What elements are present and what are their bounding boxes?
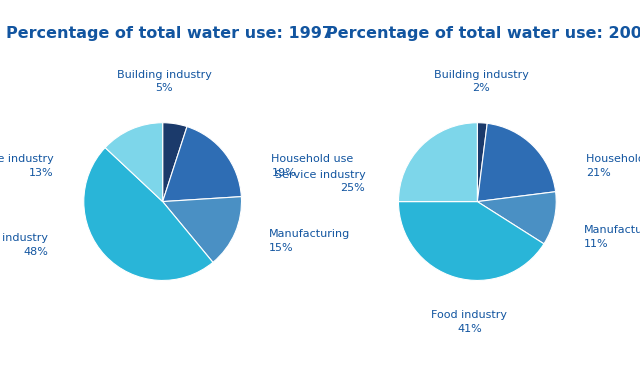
Text: Food industry
48%: Food industry 48% (0, 234, 48, 257)
Wedge shape (477, 123, 487, 202)
Text: Manufacturing
11%: Manufacturing 11% (584, 225, 640, 249)
Text: Manufacturing
15%: Manufacturing 15% (269, 229, 350, 253)
Text: Household use
19%: Household use 19% (271, 154, 354, 178)
Wedge shape (399, 202, 544, 280)
Text: Percentage of total water use: 2007: Percentage of total water use: 2007 (326, 26, 640, 41)
Text: Service industry
25%: Service industry 25% (275, 170, 365, 194)
Wedge shape (163, 123, 187, 202)
Wedge shape (477, 123, 556, 202)
Text: Percentage of total water use: 1997: Percentage of total water use: 1997 (6, 26, 333, 41)
Text: Food industry
41%: Food industry 41% (431, 310, 508, 334)
Text: Service industry
13%: Service industry 13% (0, 154, 54, 178)
Wedge shape (163, 127, 241, 202)
Wedge shape (477, 192, 556, 244)
Wedge shape (163, 197, 241, 262)
Wedge shape (399, 123, 477, 202)
Text: Household use
21%: Household use 21% (586, 154, 640, 178)
Text: Building industry
5%: Building industry 5% (116, 70, 212, 93)
Wedge shape (105, 123, 163, 202)
Wedge shape (84, 147, 213, 280)
Text: Building industry
2%: Building industry 2% (434, 70, 529, 93)
